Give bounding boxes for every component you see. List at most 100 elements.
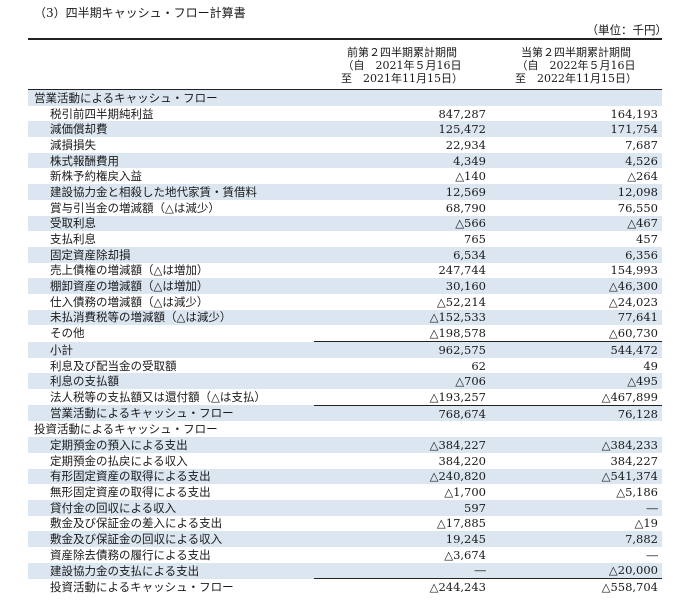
prev-period-value: 125,472 <box>314 121 490 138</box>
table-row: 定期預金の払戻による収入 384,220 384,227 <box>28 453 662 469</box>
curr-period-value: 544,472 <box>490 340 662 358</box>
row-label: 税引前四半期純利益 <box>50 106 154 121</box>
curr-period-to: 至 2022年11月15日） <box>490 72 662 90</box>
table-row: 固定資産除却損 6,534 6,356 <box>28 246 662 263</box>
table-row: 利息の支払額 △706 △495 <box>28 373 662 390</box>
table-row: 賞与引当金の増減額（△は減少） 68,790 76,550 <box>28 200 662 216</box>
table-row: 株式報酬費用 4,349 4,526 <box>28 152 662 169</box>
curr-period-value: △46,300 <box>490 278 662 294</box>
curr-period-value: △20,000 <box>490 562 662 579</box>
section-row: 投資活動によるキャッシュ・フロー <box>28 421 662 437</box>
prev-period-value <box>314 89 490 106</box>
row-label: 敷金及び保証金の回収による収入 <box>28 531 314 547</box>
curr-period-value: 6,356 <box>490 246 662 263</box>
curr-period-value: 154,993 <box>610 263 658 278</box>
table-row: その他 △198,578 △60,730 <box>28 325 662 341</box>
prev-period-value: 12,569 <box>314 184 490 200</box>
table-row: 棚卸資産の増減額（△は増加） 30,160 △46,300 <box>28 278 662 294</box>
curr-period-value: 7,882 <box>490 531 662 547</box>
table-row: 資産除去債務の履行による支出 △3,674 ― <box>28 547 662 563</box>
row-label: 無形固定資産の取得による支出 <box>50 485 211 500</box>
prev-period-to: 至 2021年11月15日） <box>314 72 490 90</box>
prev-period-value: △566 <box>314 215 490 232</box>
table-row: 無形固定資産の取得による支出 △1,700 △5,186 <box>28 484 662 500</box>
prev-period-value: 30,160 <box>314 278 490 294</box>
prev-period-value: △17,885 <box>436 516 486 531</box>
table-row: 減価償却費 125,472 171,754 <box>28 121 662 138</box>
table-row: 敷金及び保証金の回収による収入 19,245 7,882 <box>28 531 662 547</box>
table-row: 税引前四半期純利益 847,287 164,193 <box>28 106 662 122</box>
prev-period-value: 6,534 <box>314 246 490 263</box>
curr-period-value: 12,098 <box>490 184 662 200</box>
row-label: 受取利息 <box>28 215 314 232</box>
cash-flow-table: 前第２四半期累計期間 当第２四半期累計期間 （自 2021年５月16日 （自 2… <box>28 38 662 595</box>
row-label: 固定資産除却損 <box>28 246 314 263</box>
curr-period-value <box>490 421 662 437</box>
table-row: 支払利息 765 457 <box>28 231 662 247</box>
row-label: 賞与引当金の増減額（△は減少） <box>50 200 220 215</box>
table-row: 仕入債務の増減額（△は減少） △52,214 △24,023 <box>28 294 662 310</box>
row-label: 建設協力金の支払による支出 <box>28 562 314 579</box>
curr-period-value: △467 <box>490 215 662 232</box>
table-row: 定期預金の預入による支出 △384,227 △384,233 <box>28 437 662 453</box>
row-label: 小計 <box>28 341 314 358</box>
table-row: 建設協力金と相殺した地代家賃・賃借料 12,569 12,098 <box>28 184 662 200</box>
table-row: 新株予約権戻入益 △140 △264 <box>28 168 662 184</box>
prev-period-value: 22,934 <box>445 137 486 152</box>
table-row: 利息及び配当金の受取額 62 49 <box>28 358 662 374</box>
prev-period-value: 4,349 <box>314 152 490 169</box>
curr-period-value: △5,186 <box>616 485 658 500</box>
curr-period-value <box>490 89 662 106</box>
table-row: 建設協力金の支払による支出 ― △20,000 <box>28 562 662 579</box>
prev-period-value: △140 <box>455 169 486 184</box>
prev-period-value: 765 <box>464 232 486 247</box>
table-row: 敷金及び保証金の差入による支出 △17,885 △19 <box>28 516 662 532</box>
table-row: 減損損失 22,934 7,687 <box>28 137 662 153</box>
row-label: 未払消費税等の増減額（△は減少） <box>28 309 314 326</box>
row-label: 定期預金の払戻による収入 <box>50 453 188 468</box>
curr-period-value: △384,233 <box>490 437 662 453</box>
curr-period-value: 49 <box>643 358 658 373</box>
row-label: 投資活動によるキャッシュ・フロー <box>50 579 234 594</box>
row-label: 貸付金の回収による収入 <box>28 499 314 516</box>
curr-period-value: △19 <box>634 516 658 531</box>
curr-period-value: 77,641 <box>490 309 662 326</box>
prev-period-value: △244,243 <box>314 578 490 595</box>
unit-note: （単位：千円） <box>586 23 668 37</box>
prev-period-value: 847,287 <box>438 106 486 121</box>
prev-period-from: （自 2021年５月16日 <box>342 59 462 72</box>
curr-period-value: 457 <box>636 232 658 247</box>
prev-period-value: 384,220 <box>438 453 486 468</box>
row-label: 売上債権の増減額（△は増加） <box>50 263 209 278</box>
prev-period-value: △52,214 <box>436 294 486 309</box>
curr-period-value: △60,730 <box>608 326 658 341</box>
prev-period-value: △384,227 <box>314 437 490 453</box>
prev-period-value: △240,820 <box>314 468 490 485</box>
section-row: 営業活動によるキャッシュ・フロー <box>28 89 662 106</box>
prev-period-value: 19,245 <box>314 531 490 547</box>
prev-period-value: △1,700 <box>444 485 486 500</box>
row-label: 資産除去債務の履行による支出 <box>50 547 211 562</box>
row-label: 営業活動によるキャッシュ・フロー <box>28 89 314 106</box>
row-label: 減価償却費 <box>28 121 314 138</box>
table-row: 受取利息 △566 △467 <box>28 215 662 232</box>
curr-period-value: 76,128 <box>490 404 662 422</box>
row-label: その他 <box>50 326 85 341</box>
table-row: 未払消費税等の増減額（△は減少） △152,533 77,641 <box>28 309 662 326</box>
row-label: 投資活動によるキャッシュ・フロー <box>34 422 218 437</box>
curr-period-value: 4,526 <box>490 152 662 169</box>
curr-period-value: 7,687 <box>625 137 658 152</box>
prev-period-value: △193,257 <box>429 389 486 404</box>
row-label: 定期預金の預入による支出 <box>28 437 314 453</box>
row-label: 利息の支払額 <box>28 373 314 390</box>
curr-period-value: △264 <box>627 169 658 184</box>
subtotal-row: 投資活動によるキャッシュ・フロー △244,243 △558,704 <box>28 578 662 595</box>
table-header: 前第２四半期累計期間 当第２四半期累計期間 （自 2021年５月16日 （自 2… <box>28 38 662 90</box>
curr-period-from: （自 2022年５月16日 <box>516 59 636 72</box>
prev-period-value: △706 <box>314 373 490 390</box>
row-label: 敷金及び保証金の差入による支出 <box>50 516 223 531</box>
curr-period-value: △558,704 <box>490 578 662 595</box>
prev-period-value: 962,575 <box>314 340 490 358</box>
curr-period-value: △495 <box>490 373 662 390</box>
prev-period-value: 768,674 <box>314 404 490 422</box>
